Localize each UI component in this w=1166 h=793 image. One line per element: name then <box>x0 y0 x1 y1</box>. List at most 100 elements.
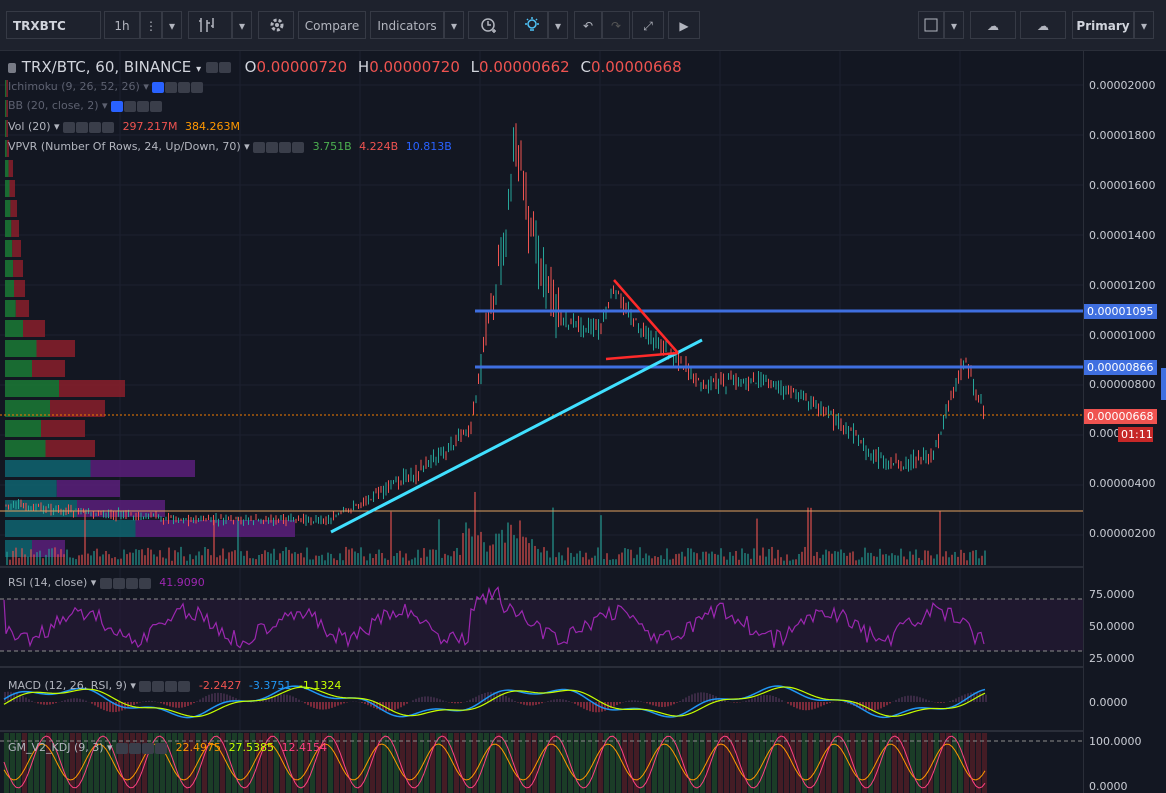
macd-hist-bar <box>697 692 699 702</box>
chart-canvas[interactable] <box>0 51 1166 793</box>
macd-hist-bar <box>481 693 483 702</box>
gear-icon[interactable] <box>129 742 142 754</box>
macd-label[interactable]: MACD (12, 26, RSI, 9) <box>8 679 127 692</box>
ichimoku-label[interactable]: Ichimoku (9, 26, 52, 26) <box>8 80 140 93</box>
plus-icon[interactable] <box>165 680 178 692</box>
macd-hist-bar <box>655 702 657 707</box>
kdj-bg-bar <box>274 733 279 793</box>
trend-line[interactable] <box>330 338 703 534</box>
close-icon[interactable] <box>191 81 204 93</box>
plus-icon[interactable] <box>89 121 102 133</box>
volume-bar <box>465 522 467 565</box>
volume-bar <box>819 558 821 565</box>
kdj-bg-bar <box>304 733 309 793</box>
eye-icon[interactable] <box>111 100 124 112</box>
kdj-bg-bar <box>808 733 813 793</box>
theme-dropdown-icon[interactable]: ▾ <box>548 11 568 39</box>
macd-hist-bar <box>724 700 726 702</box>
close-icon[interactable] <box>138 577 151 589</box>
eye-icon[interactable] <box>116 742 129 754</box>
wedge-upper-line[interactable] <box>613 279 679 354</box>
theme-bulb-icon[interactable] <box>514 11 548 39</box>
gear-icon[interactable] <box>266 141 279 153</box>
plus-icon[interactable] <box>125 577 138 589</box>
volume-bar <box>270 553 272 565</box>
plus-icon[interactable] <box>137 100 150 112</box>
settings-gear-icon[interactable] <box>258 11 294 39</box>
volume-bar <box>333 558 335 565</box>
gear-icon[interactable] <box>76 121 89 133</box>
volume-bar <box>300 552 302 565</box>
wedge-lower-line[interactable] <box>605 351 679 361</box>
macd-hist-bar <box>337 702 339 706</box>
layout-name-dropdown-icon[interactable]: ▾ <box>1134 11 1154 39</box>
kdj-k-line <box>3 743 986 781</box>
chart-type-dropdown-icon[interactable]: ▾ <box>232 11 252 39</box>
kdj-label[interactable]: GM_V2_KDJ (9, 3) <box>8 741 104 754</box>
gear-icon[interactable] <box>152 680 165 692</box>
volume-bar <box>204 547 206 565</box>
cloud-save-icon[interactable]: ☁ <box>1020 11 1066 39</box>
vpvr-up-bar <box>5 420 41 437</box>
eye-icon[interactable] <box>139 680 152 692</box>
more-intervals-icon[interactable]: ⋮ <box>140 11 162 39</box>
symbol-search-button[interactable]: TRXBTC <box>6 11 101 39</box>
kdj-bg-bar <box>16 733 21 793</box>
rsi-label[interactable]: RSI (14, close) <box>8 576 88 589</box>
macd-hist-bar <box>889 702 891 704</box>
macd-hist-bar <box>493 691 495 702</box>
volume-bar <box>180 546 182 565</box>
fullscreen-icon[interactable]: ⤢ <box>632 11 664 39</box>
title-dropdown-icon[interactable]: ▾ <box>196 64 202 75</box>
volume-label[interactable]: Vol (20) <box>8 120 51 133</box>
vpvr-up-bar <box>5 240 13 257</box>
volume-bar <box>399 550 401 565</box>
eye-icon[interactable] <box>253 141 266 153</box>
vpvr-up-bar <box>5 360 32 377</box>
alert-clock-icon[interactable] <box>468 11 508 39</box>
volume-bar <box>69 557 71 565</box>
gear-icon[interactable] <box>112 577 125 589</box>
compare-button[interactable]: Compare <box>298 11 366 39</box>
volume-bar <box>129 552 131 565</box>
indicators-button[interactable]: Indicators <box>370 11 444 39</box>
close-icon[interactable] <box>150 100 163 112</box>
interval-button[interactable]: 1h <box>104 11 140 39</box>
plus-icon[interactable] <box>142 742 155 754</box>
gear-icon[interactable] <box>218 62 231 73</box>
axis-scroll-handle[interactable] <box>1161 368 1166 400</box>
vpvr-down-value: 4.224B <box>359 140 399 153</box>
gear-icon[interactable] <box>124 100 137 112</box>
close-icon[interactable] <box>178 680 191 692</box>
collapse-icon[interactable] <box>8 62 16 73</box>
volume-bar <box>717 554 719 565</box>
layout-dropdown-icon[interactable]: ▾ <box>944 11 964 39</box>
bb-label[interactable]: BB (20, close, 2) <box>8 99 99 112</box>
close-icon[interactable] <box>155 742 168 754</box>
redo-icon[interactable]: ↷ <box>602 11 630 39</box>
layout-name-button[interactable]: Primary <box>1072 11 1134 39</box>
eye-icon[interactable] <box>205 62 218 73</box>
kdj-bg-bar <box>958 733 963 793</box>
vpvr-label[interactable]: VPVR (Number Of Rows, 24, Up/Down, 70) <box>8 140 241 153</box>
macd-hist-bar <box>871 702 873 711</box>
eye-icon[interactable] <box>152 81 165 93</box>
plus-icon[interactable] <box>279 141 292 153</box>
eye-icon[interactable] <box>99 577 112 589</box>
interval-dropdown-icon[interactable]: ▾ <box>162 11 182 39</box>
kdj-bg-bar <box>838 733 843 793</box>
volume-bar <box>510 524 512 565</box>
undo-icon[interactable]: ↶ <box>574 11 602 39</box>
chart-title[interactable]: TRX/BTC, 60, BINANCE <box>21 58 192 76</box>
close-icon[interactable] <box>102 121 115 133</box>
chart-type-icon[interactable] <box>188 11 232 39</box>
layout-square-icon[interactable] <box>918 11 944 39</box>
volume-bar <box>783 560 785 565</box>
plus-icon[interactable] <box>178 81 191 93</box>
eye-icon[interactable] <box>63 121 76 133</box>
replay-play-icon[interactable]: ▶ <box>668 11 700 39</box>
cloud-load-icon[interactable]: ☁ <box>970 11 1016 39</box>
close-icon[interactable] <box>292 141 305 153</box>
indicators-dropdown-icon[interactable]: ▾ <box>444 11 464 39</box>
gear-icon[interactable] <box>165 81 178 93</box>
